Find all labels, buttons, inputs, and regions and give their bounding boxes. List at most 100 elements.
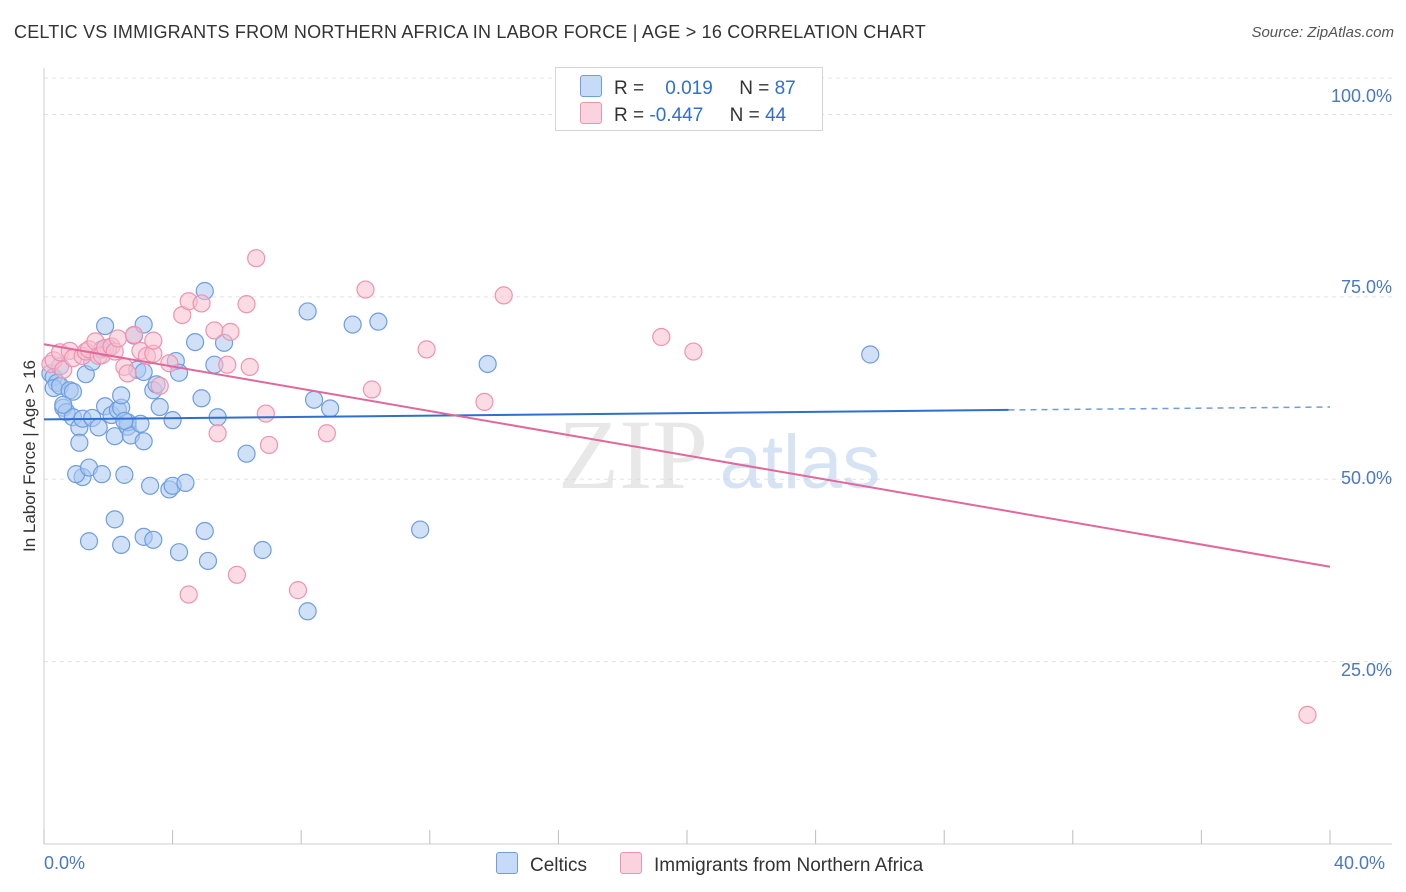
data-point (54, 360, 73, 379)
data-point (237, 295, 256, 314)
y-tick-label: 100.0% (1330, 86, 1392, 106)
data-point (475, 392, 494, 412)
data-point (79, 532, 99, 551)
immigrants-trend-line (43, 343, 1331, 568)
data-point (95, 316, 115, 336)
data-point (108, 329, 128, 348)
data-point (186, 332, 205, 352)
data-point (205, 321, 224, 340)
data-point (417, 340, 436, 359)
r-value: 0.019 (665, 78, 713, 99)
data-point (112, 535, 131, 554)
data-point (160, 354, 179, 373)
celtics-trend-extension (1008, 406, 1331, 411)
data-point (195, 521, 214, 541)
data-point (112, 386, 131, 405)
data-point (192, 389, 211, 408)
y-tick-label: 75.0% (1340, 277, 1392, 297)
data-point (411, 520, 430, 539)
data-point (192, 294, 211, 313)
data-point (227, 565, 246, 584)
axes (43, 68, 1392, 845)
legend-swatch-blue (496, 852, 518, 874)
chart-title: CELTIC VS IMMIGRANTS FROM NORTHERN AFRIC… (14, 22, 926, 42)
data-point (150, 376, 169, 395)
data-point (356, 280, 375, 299)
legend-swatch-blue (580, 75, 602, 97)
r-label: R = (614, 78, 645, 99)
data-point (304, 390, 324, 409)
data-point (343, 315, 362, 334)
data-point (63, 382, 83, 401)
data-point (259, 435, 279, 455)
n-value: 87 (774, 78, 796, 99)
legend-label: Celtics (530, 855, 588, 876)
data-point (208, 424, 227, 443)
y-axis-label: In Labor Force | Age > 16 (20, 359, 39, 553)
legend-swatch-pink (580, 102, 602, 124)
legend-label: Immigrants from Northern Africa (654, 855, 924, 876)
data-point (321, 399, 340, 418)
data-point (369, 312, 388, 331)
legend-item-immigrants: Immigrants from Northern Africa (620, 852, 923, 877)
watermark: ZIP atlas (558, 399, 880, 510)
data-point (221, 322, 240, 341)
data-point (288, 581, 308, 600)
data-point (684, 342, 703, 361)
y-tick-label: 25.0% (1340, 660, 1392, 680)
data-point (118, 364, 137, 383)
y-tick-label: 50.0% (1340, 468, 1392, 488)
data-point (144, 331, 163, 350)
legend-item-celtics: Celtics (496, 852, 587, 877)
data-point (115, 411, 134, 430)
immigrants-points (41, 249, 1317, 724)
n-label: N = (729, 105, 760, 126)
x-tick-label: 0.0% (44, 853, 86, 873)
data-point (298, 302, 317, 321)
watermark-atlas: atlas (720, 420, 881, 505)
data-point (134, 362, 153, 382)
source-label: Source: ZipAtlas.com (1251, 24, 1394, 41)
x-tick-label: 40.0% (1334, 853, 1386, 873)
data-point (218, 355, 237, 374)
data-point (89, 418, 108, 437)
data-point (237, 444, 256, 463)
r-value: -0.447 (649, 105, 704, 126)
data-point (198, 551, 218, 571)
data-point (298, 602, 317, 621)
data-point (494, 286, 513, 305)
data-point (140, 476, 160, 495)
data-point (150, 397, 169, 417)
data-point (861, 345, 880, 364)
data-point (70, 433, 89, 452)
data-point (163, 411, 182, 430)
data-point (253, 540, 272, 560)
data-point (54, 395, 73, 414)
data-point (247, 249, 266, 268)
data-point (179, 585, 198, 604)
n-value: 44 (765, 105, 787, 126)
data-point (115, 465, 134, 484)
data-point (176, 473, 195, 492)
n-label: N = (739, 78, 770, 99)
legend-row-celtics: R = 0.019 N = 87 (580, 75, 796, 100)
data-point (169, 543, 189, 562)
legend-swatch-pink (620, 852, 642, 874)
data-point (144, 530, 163, 549)
data-point (478, 354, 497, 374)
data-point (134, 432, 153, 451)
data-point (1298, 705, 1317, 724)
data-point (124, 325, 144, 344)
data-point (362, 380, 382, 399)
r-label: R = (614, 105, 645, 126)
data-point (317, 424, 337, 443)
data-point (652, 327, 671, 347)
stats-legend: R = 0.019 N = 87 R = -0.447 N = 44 (555, 67, 823, 131)
data-point (240, 357, 259, 376)
trend-lines (43, 343, 1331, 568)
data-point (105, 510, 124, 529)
data-point (92, 465, 111, 484)
data-point (256, 404, 275, 423)
celtics-trend-line (43, 408, 1009, 421)
